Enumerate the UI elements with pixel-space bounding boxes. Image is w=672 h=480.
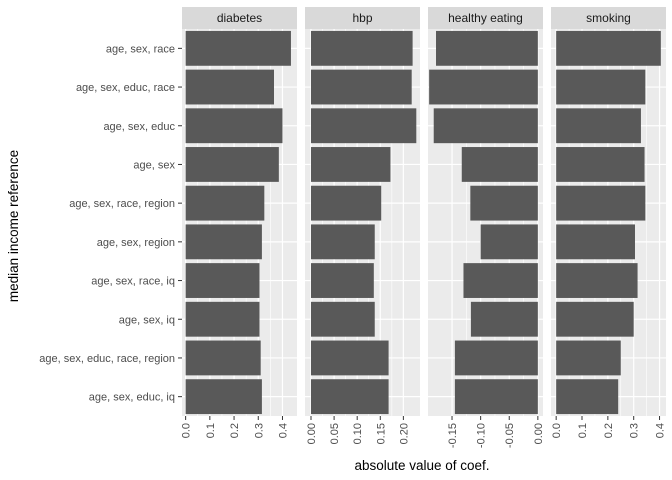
facet-strip-label-2: healthy eating	[448, 11, 523, 25]
bar-diabetes-6	[185, 263, 260, 298]
x-tick-label: 0.3	[629, 423, 641, 438]
bar-healthy-eating-5	[480, 224, 538, 260]
facet-strip-2	[428, 7, 543, 29]
facet-strip-0	[182, 7, 297, 29]
bar-healthy-eating-3	[461, 147, 538, 182]
bar-diabetes-9	[185, 379, 262, 415]
y-axis-title: median income reference	[6, 150, 21, 302]
bar-hbp-3	[311, 147, 391, 182]
bar-diabetes-4	[185, 185, 265, 221]
y-category-label: age, sex, race, region	[69, 198, 175, 210]
facet-panel-3: smoking 0.0 0.1 0.2 0.3 0.4	[551, 7, 667, 438]
x-tick-label: 0.0	[551, 423, 563, 438]
x-tick-label: 0.1	[577, 423, 589, 438]
bar-healthy-eating-2	[433, 108, 538, 144]
bar-hbp-9	[311, 379, 389, 415]
bar-hbp-0	[311, 30, 413, 66]
y-category-label: age, sex, region	[97, 237, 175, 249]
x-tick-label: 0.00	[306, 423, 318, 444]
bar-smoking-7	[556, 301, 634, 337]
bar-hbp-8	[311, 340, 389, 376]
y-category-label: age, sex, race, iq	[91, 276, 175, 288]
bar-healthy-eating-1	[429, 69, 538, 105]
bar-diabetes-1	[185, 69, 274, 105]
y-category-label: age, sex, educ	[103, 121, 175, 133]
bar-diabetes-3	[185, 147, 279, 182]
x-tick-label: 0.15	[375, 423, 387, 444]
bar-diabetes-5	[185, 224, 262, 260]
bar-smoking-3	[556, 147, 645, 182]
y-category-label: age, sex	[133, 159, 175, 171]
facet-panel-1: hbp 0.00 0.05 0.10 0.15 0.20	[305, 7, 420, 444]
bar-healthy-eating-6	[463, 263, 538, 298]
bar-hbp-2	[311, 108, 417, 144]
bar-hbp-6	[311, 263, 374, 298]
x-axis-title: absolute value of coef.	[354, 458, 489, 473]
x-tick-label: 0.2	[229, 423, 241, 438]
x-tick-label: 0.2	[603, 423, 615, 438]
bar-smoking-0	[556, 30, 661, 66]
y-category-label: age, sex, iq	[119, 314, 175, 326]
y-category-label: age, sex, race	[106, 43, 175, 55]
facet-panel-2: healthy eating -0.15 -0.10 -0.05 0.00	[428, 7, 545, 448]
x-tick-label: -0.15	[447, 423, 459, 448]
x-tick-label: 0.20	[398, 423, 410, 444]
bar-hbp-5	[311, 224, 375, 260]
facet-strip-3	[551, 7, 666, 29]
bar-hbp-4	[311, 185, 382, 221]
x-tick-label: 0.1	[205, 423, 217, 438]
bar-smoking-1	[556, 69, 646, 105]
bar-hbp-1	[311, 69, 412, 105]
facet-panel-0: diabetes 0.0 0.1 0.2 0.3 0.4	[181, 7, 297, 438]
bar-smoking-6	[556, 263, 638, 298]
facet-panels: diabetes 0.0 0.1 0.2 0.3 0.4 hbp 0.00 0.05 0.10 0.…	[181, 7, 667, 448]
x-tick-label: 0.3	[253, 423, 265, 438]
x-tick-label: -0.05	[504, 423, 516, 448]
bar-smoking-9	[556, 379, 619, 415]
bar-healthy-eating-0	[436, 30, 538, 66]
facet-strip-label-1: hbp	[352, 11, 372, 25]
facet-strip-label-3: smoking	[586, 11, 631, 25]
y-category-label: age, sex, educ, iq	[89, 392, 175, 404]
y-axis-category-labels: age, sex, race age, sex, educ, race age, s…	[39, 43, 182, 404]
bar-diabetes-7	[185, 301, 260, 337]
bar-smoking-4	[556, 185, 646, 221]
y-category-label: age, sex, educ, race, region	[39, 353, 175, 365]
x-tick-label: 0.05	[329, 423, 341, 444]
bar-smoking-5	[556, 224, 635, 260]
bar-smoking-8	[556, 340, 621, 376]
facet-strip-label-0: diabetes	[217, 11, 262, 25]
bar-hbp-7	[311, 301, 375, 337]
x-tick-label: 0.00	[533, 423, 545, 444]
bar-healthy-eating-9	[454, 379, 538, 415]
x-tick-label: -0.10	[476, 423, 488, 448]
y-category-label: age, sex, educ, race	[76, 82, 175, 94]
bar-diabetes-0	[185, 30, 291, 66]
x-tick-label: 0.4	[277, 423, 289, 438]
x-tick-label: 0.4	[655, 423, 667, 438]
x-tick-label: 0.0	[181, 423, 193, 438]
bar-smoking-2	[556, 108, 641, 144]
facet-strip-1	[305, 7, 420, 29]
bar-healthy-eating-7	[470, 301, 538, 337]
bar-diabetes-8	[185, 340, 261, 376]
x-tick-label: 0.10	[352, 423, 364, 444]
bar-healthy-eating-4	[470, 185, 538, 221]
bar-healthy-eating-8	[454, 340, 538, 376]
bar-diabetes-2	[185, 108, 283, 144]
